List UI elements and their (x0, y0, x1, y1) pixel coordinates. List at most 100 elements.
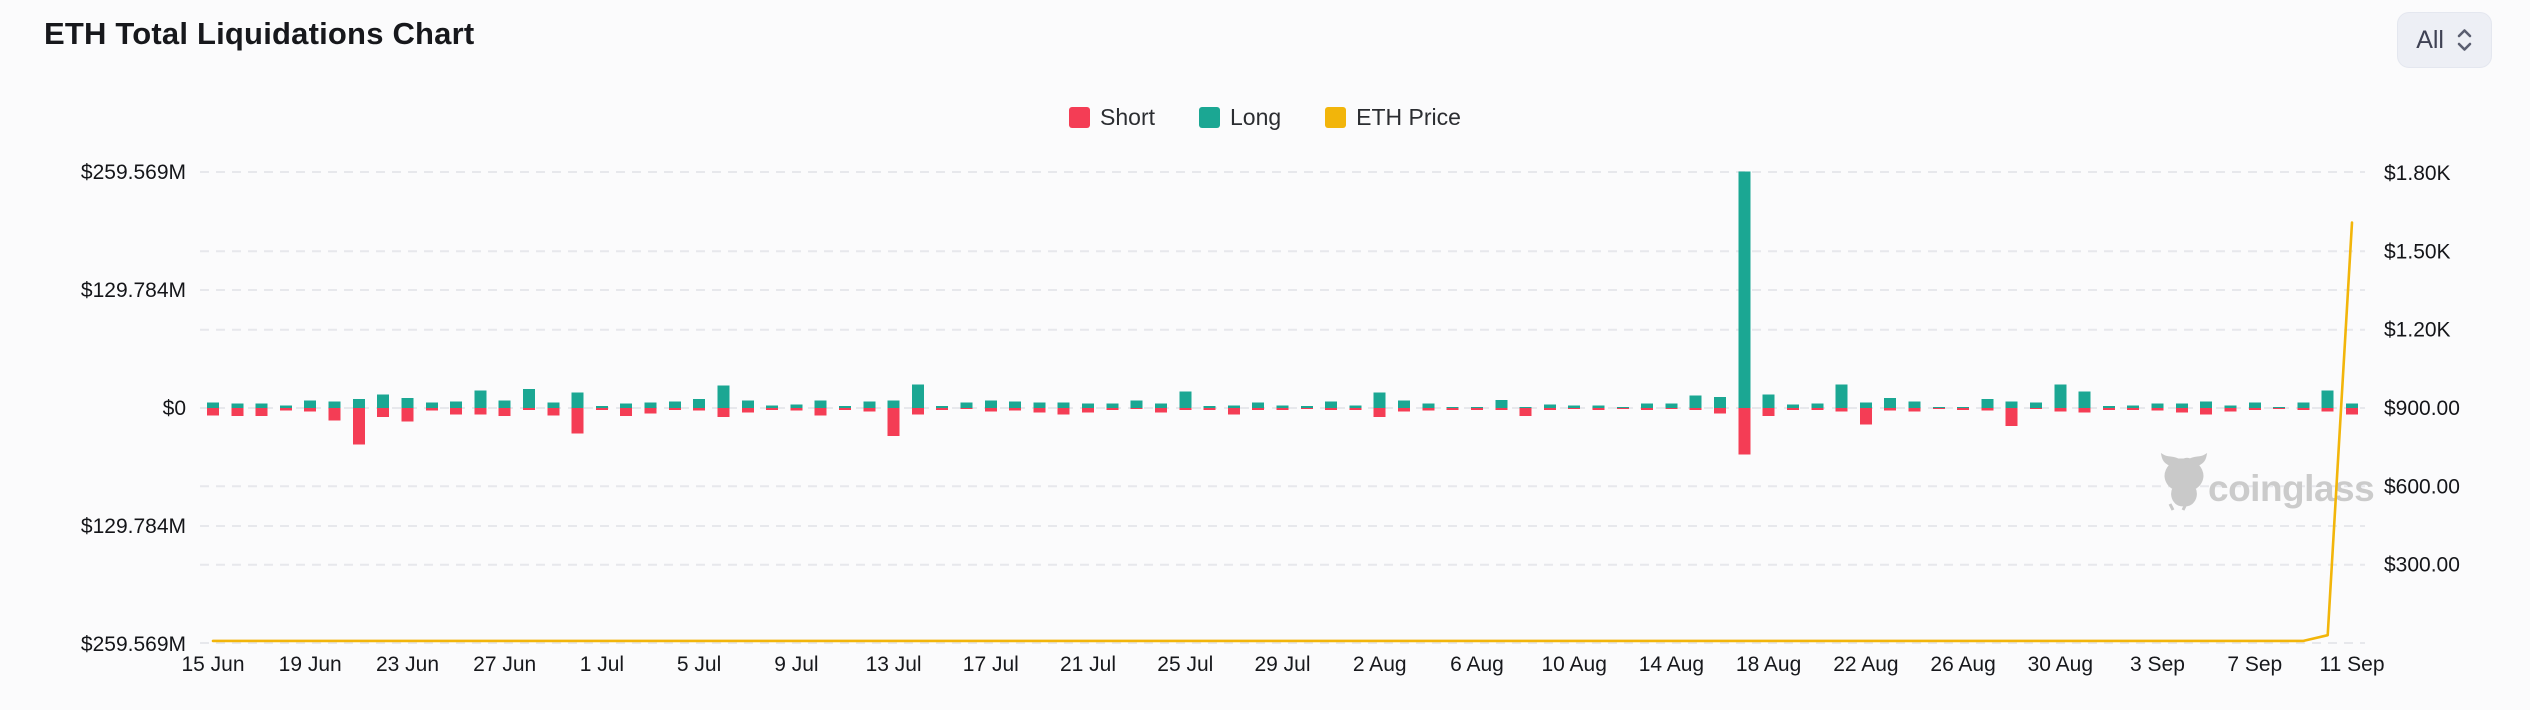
long-liquidation-bar[interactable] (984, 400, 997, 408)
short-liquidation-bar[interactable] (2273, 408, 2286, 409)
short-liquidation-bar[interactable] (1641, 408, 1654, 410)
long-liquidation-bar[interactable] (1349, 405, 1362, 408)
short-liquidation-bar[interactable] (1592, 408, 1605, 410)
long-liquidation-bar[interactable] (693, 398, 706, 408)
long-liquidation-bar[interactable] (1227, 405, 1240, 408)
long-liquidation-bar[interactable] (2200, 401, 2213, 408)
short-liquidation-bar[interactable] (1276, 408, 1289, 410)
short-liquidation-bar[interactable] (1325, 408, 1338, 410)
long-liquidation-bar[interactable] (668, 401, 681, 408)
short-liquidation-bar[interactable] (839, 408, 851, 410)
long-liquidation-bar[interactable] (741, 400, 754, 408)
short-liquidation-bar[interactable] (1689, 408, 1702, 410)
long-liquidation-bar[interactable] (1106, 403, 1119, 409)
short-liquidation-bar[interactable] (2151, 408, 2164, 411)
long-liquidation-bar[interactable] (1592, 405, 1605, 408)
long-liquidation-bar[interactable] (1276, 405, 1289, 408)
short-liquidation-bar[interactable] (1884, 408, 1897, 411)
long-liquidation-bar[interactable] (2102, 406, 2115, 408)
long-liquidation-bar[interactable] (2175, 403, 2188, 409)
short-liquidation-bar[interactable] (401, 408, 414, 422)
short-liquidation-bar[interactable] (2200, 408, 2213, 415)
long-liquidation-bar[interactable] (887, 400, 900, 408)
long-liquidation-bar[interactable] (911, 384, 924, 408)
short-liquidation-bar[interactable] (1082, 408, 1094, 413)
short-liquidation-bar[interactable] (2005, 408, 2018, 427)
short-liquidation-bar[interactable] (523, 408, 535, 410)
short-liquidation-bar[interactable] (255, 408, 268, 417)
short-liquidation-bar[interactable] (1957, 408, 1970, 410)
long-liquidation-bar[interactable] (2151, 403, 2164, 409)
long-liquidation-bar[interactable] (1738, 171, 1751, 408)
long-liquidation-bar[interactable] (1373, 392, 1386, 409)
long-liquidation-bar[interactable] (1908, 401, 1921, 408)
long-liquidation-bar[interactable] (231, 403, 244, 409)
short-liquidation-bar[interactable] (1422, 408, 1435, 411)
long-liquidation-bar[interactable] (644, 402, 657, 409)
long-liquidation-bar[interactable] (863, 401, 876, 408)
long-liquidation-bar[interactable] (2005, 401, 2018, 408)
long-liquidation-bar[interactable] (1422, 403, 1435, 409)
long-liquidation-bar[interactable] (1981, 398, 1994, 408)
short-liquidation-bar[interactable] (1835, 408, 1848, 412)
short-liquidation-bar[interactable] (741, 408, 754, 413)
short-liquidation-bar[interactable] (377, 408, 390, 418)
short-liquidation-bar[interactable] (1981, 408, 1994, 411)
long-liquidation-bar[interactable] (766, 405, 779, 408)
short-liquidation-bar[interactable] (863, 408, 876, 412)
short-liquidation-bar[interactable] (1252, 408, 1265, 410)
short-liquidation-bar[interactable] (2078, 408, 2091, 413)
short-liquidation-bar[interactable] (2248, 408, 2261, 410)
long-liquidation-bar[interactable] (2054, 384, 2067, 408)
long-liquidation-bar[interactable] (1811, 403, 1824, 409)
long-liquidation-bar[interactable] (1641, 403, 1654, 409)
short-liquidation-bar[interactable] (2224, 408, 2237, 412)
long-liquidation-bar[interactable] (425, 402, 438, 409)
short-liquidation-bar[interactable] (1786, 408, 1799, 410)
short-liquidation-bar[interactable] (1811, 408, 1824, 410)
long-liquidation-bar[interactable] (936, 406, 949, 408)
long-liquidation-bar[interactable] (1786, 404, 1799, 408)
long-liquidation-bar[interactable] (255, 403, 268, 409)
long-liquidation-bar[interactable] (814, 400, 827, 408)
long-liquidation-bar[interactable] (1300, 406, 1313, 408)
long-liquidation-bar[interactable] (1325, 401, 1338, 408)
long-liquidation-bar[interactable] (547, 402, 560, 409)
short-liquidation-bar[interactable] (814, 408, 827, 416)
long-liquidation-bar[interactable] (620, 403, 633, 409)
short-liquidation-bar[interactable] (1471, 408, 1483, 410)
short-liquidation-bar[interactable] (1908, 408, 1921, 412)
short-liquidation-bar[interactable] (1495, 408, 1508, 410)
long-liquidation-bar[interactable] (2273, 407, 2286, 408)
long-liquidation-bar[interactable] (790, 404, 803, 408)
long-liquidation-bar[interactable] (2346, 403, 2358, 409)
long-liquidation-bar[interactable] (1957, 407, 1970, 408)
long-liquidation-bar[interactable] (1398, 400, 1410, 408)
long-liquidation-bar[interactable] (1471, 407, 1483, 408)
short-liquidation-bar[interactable] (2102, 408, 2115, 410)
long-liquidation-bar[interactable] (2248, 402, 2261, 409)
long-liquidation-bar[interactable] (1568, 405, 1581, 408)
short-liquidation-bar[interactable] (498, 408, 511, 417)
short-liquidation-bar[interactable] (1762, 408, 1775, 417)
long-liquidation-bar[interactable] (377, 394, 390, 408)
long-liquidation-bar[interactable] (717, 385, 730, 408)
short-liquidation-bar[interactable] (328, 408, 341, 421)
long-liquidation-bar[interactable] (207, 402, 219, 409)
time-range-dropdown[interactable]: All (2397, 12, 2492, 68)
short-liquidation-bar[interactable] (474, 408, 487, 415)
long-liquidation-bar[interactable] (450, 401, 463, 408)
long-liquidation-bar[interactable] (960, 402, 973, 409)
short-liquidation-bar[interactable] (1106, 408, 1119, 410)
long-liquidation-bar[interactable] (1519, 407, 1532, 408)
short-liquidation-bar[interactable] (304, 408, 317, 412)
long-liquidation-bar[interactable] (1859, 402, 1872, 409)
short-liquidation-bar[interactable] (717, 408, 730, 418)
short-liquidation-bar[interactable] (1373, 408, 1386, 418)
legend-item-eth-price[interactable]: ETH Price (1325, 104, 1461, 131)
long-liquidation-bar[interactable] (1762, 394, 1775, 408)
short-liquidation-bar[interactable] (571, 408, 584, 434)
long-liquidation-bar[interactable] (1033, 402, 1046, 409)
short-liquidation-bar[interactable] (279, 408, 292, 411)
